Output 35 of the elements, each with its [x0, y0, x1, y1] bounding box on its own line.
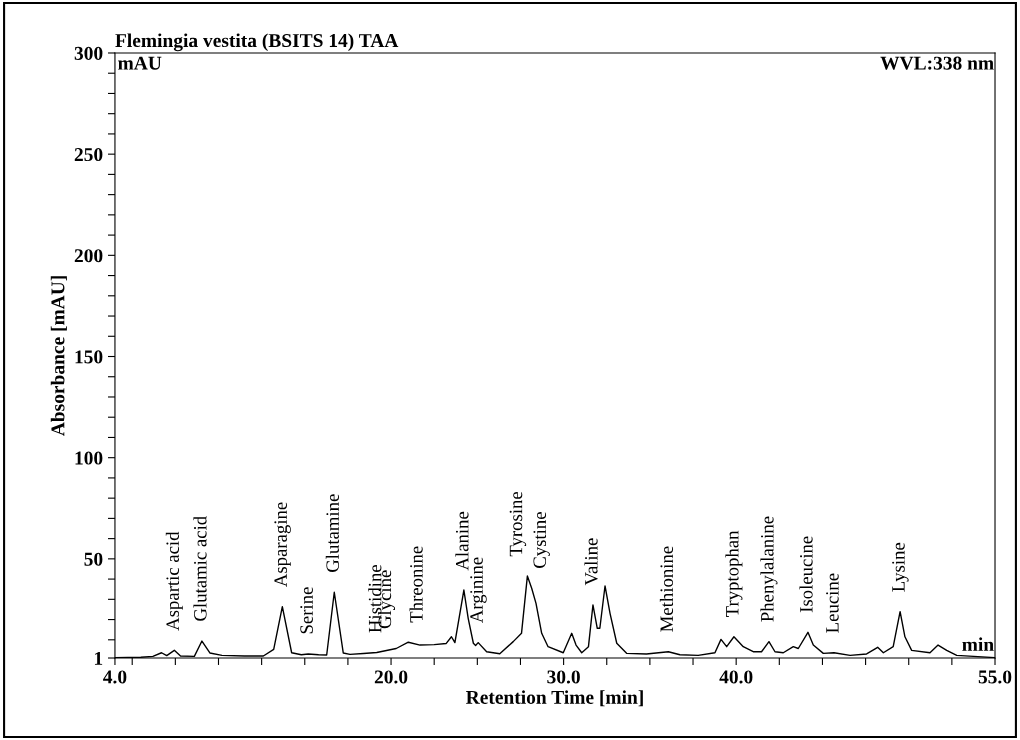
- annotation: Serine: [300, 587, 313, 634]
- annotation: Methionine: [659, 546, 674, 632]
- y-tick-label: 150: [75, 350, 103, 364]
- annotation: Glutamine: [325, 494, 339, 573]
- annotation: Arginine: [470, 557, 487, 623]
- annotation: Cystine: [533, 512, 550, 568]
- y-tick-label: 200: [74, 249, 103, 263]
- annotation: Valine: [584, 538, 598, 586]
- y-tick-label: 250: [74, 147, 103, 162]
- y-tick-label: 1: [94, 651, 103, 665]
- annotation: Phenylalanine: [760, 516, 778, 622]
- annotation: Glutamic acid: [193, 516, 207, 621]
- annotation: mAU: [118, 56, 162, 70]
- annotation: Threonine: [409, 546, 423, 623]
- annotation: Isoleucine: [799, 536, 813, 613]
- annotation: Alanine: [455, 511, 469, 571]
- chart-title: Flemingia vestita (BSITS 14) TAA: [115, 33, 399, 52]
- chart-subtitle: WVL:338 nm: [880, 56, 994, 70]
- annotation: Lysine: [892, 542, 909, 592]
- annotation: Leucine: [826, 573, 839, 633]
- y-tick-label: 300: [74, 46, 103, 60]
- y-axis-title: Absorbance [mAU]: [50, 276, 67, 437]
- annotation: Tryptophan: [725, 530, 743, 617]
- x-tick-label: 30.0: [547, 670, 580, 684]
- x-tick-label: 4.0: [103, 670, 127, 684]
- annotation: Tyrosine: [509, 491, 527, 557]
- annotation: min: [962, 637, 994, 651]
- y-tick-label: 100: [75, 451, 103, 465]
- x-axis-title: Retention Time [min]: [466, 690, 643, 707]
- annotation: Aspartic acid: [165, 531, 183, 631]
- annotation: Asparagine: [274, 502, 291, 587]
- y-tick-label: 50: [84, 552, 103, 566]
- x-tick-label: 40.0: [719, 670, 753, 684]
- x-tick-label: 20.0: [374, 670, 408, 684]
- x-tick-label: 55.0: [978, 670, 1012, 684]
